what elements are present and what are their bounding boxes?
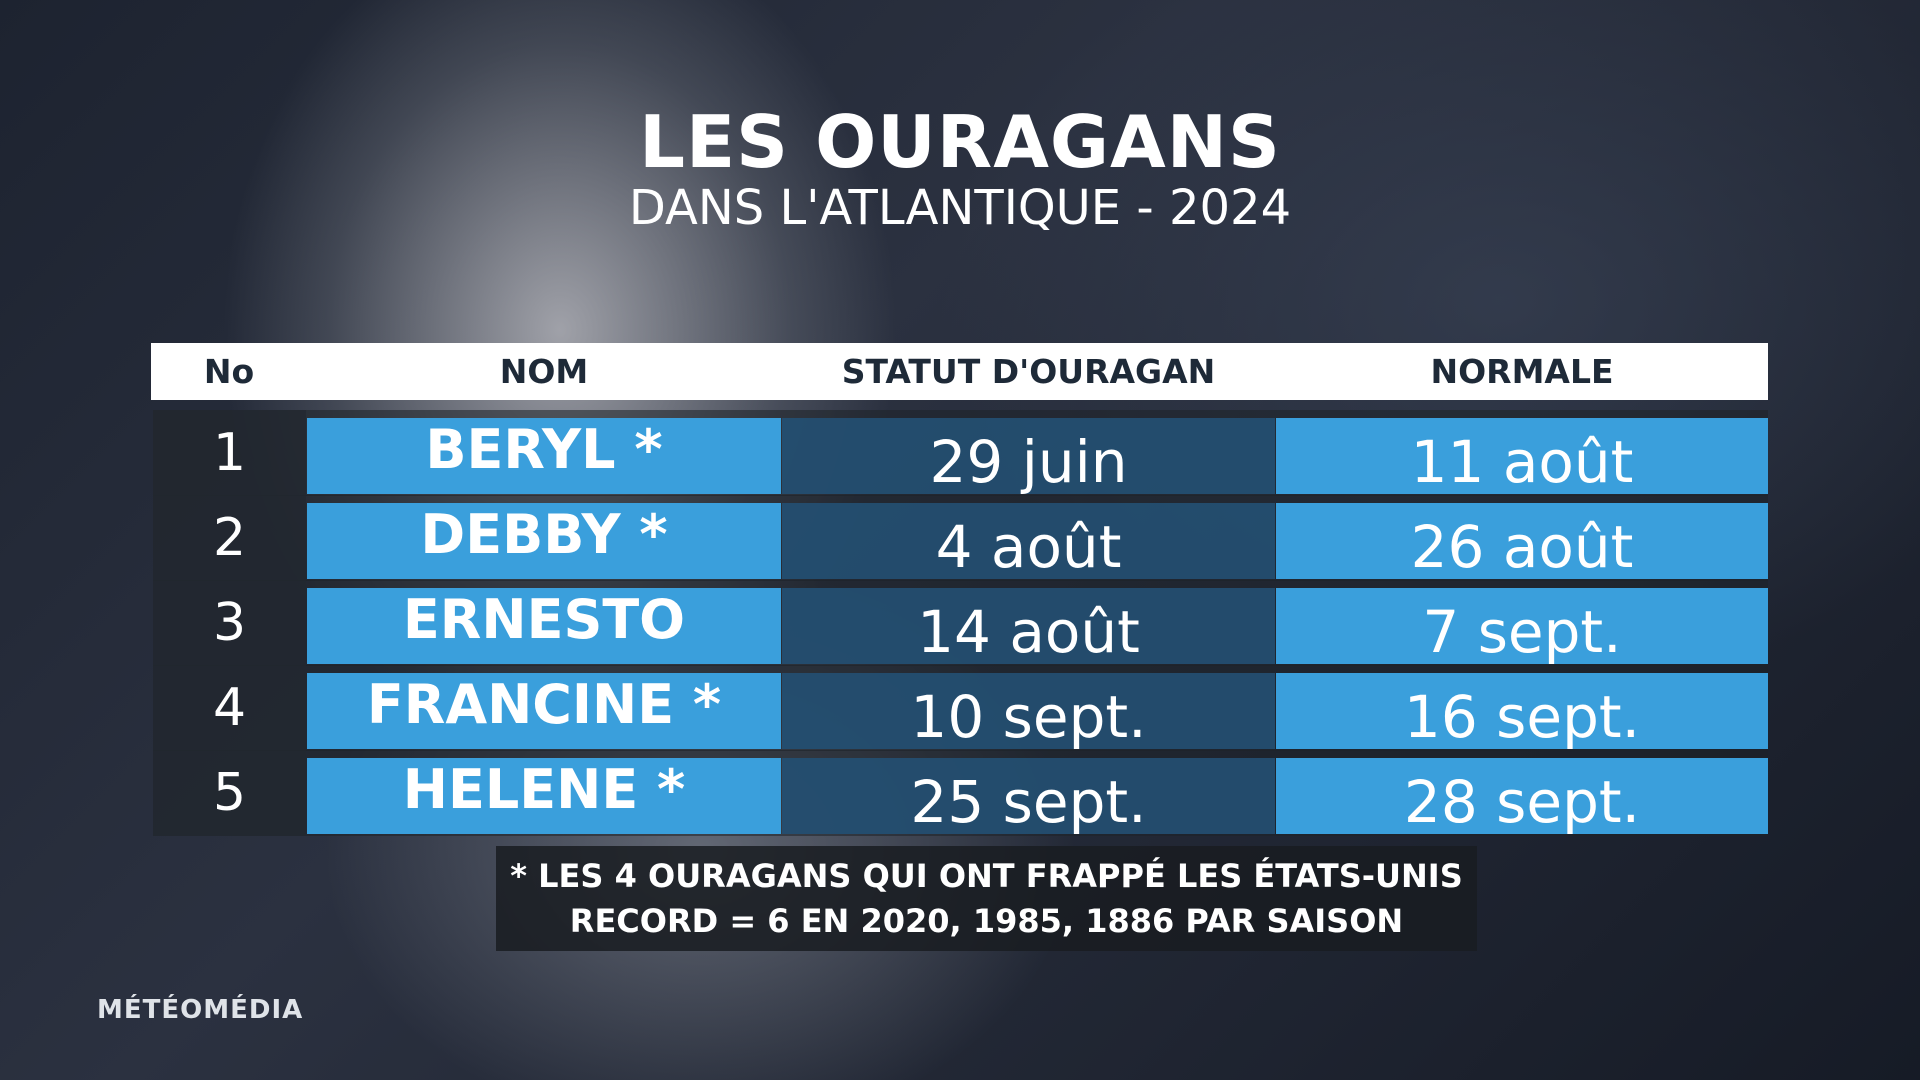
table-cell: FRANCINE *: [307, 673, 781, 749]
row-number: 5: [153, 750, 306, 836]
column-header: STATUT D'OURAGAN: [841, 352, 1216, 391]
footnote-line: * LES 4 OURAGANS QUI ONT FRAPPÉ LES ÉTAT…: [510, 857, 1463, 895]
header-bar: [151, 343, 1768, 400]
table-cell: 25 sept.: [782, 758, 1275, 836]
column-header: NORMALE: [1430, 352, 1614, 391]
table-cell: BERYL *: [307, 418, 781, 494]
row-number: 3: [153, 580, 306, 666]
column-header: NOM: [499, 352, 589, 391]
table-cell: 26 août: [1276, 503, 1768, 581]
table-cell: DEBBY *: [307, 503, 781, 579]
column-header: No: [203, 352, 255, 391]
brand: MÉTÉOMÉDIA: [97, 995, 304, 1025]
table-cell: 14 août: [782, 588, 1275, 666]
table-cell: 10 sept.: [782, 673, 1275, 751]
row-number: 2: [153, 495, 306, 581]
table-cell: 29 juin: [782, 418, 1275, 496]
title: LES OURAGANS: [639, 100, 1281, 184]
subtitle: DANS L'ATLANTIQUE - 2024: [628, 180, 1292, 236]
table-cell: 4 août: [782, 503, 1275, 581]
row-number: 1: [153, 410, 306, 496]
footnote-box: * LES 4 OURAGANS QUI ONT FRAPPÉ LES ÉTAT…: [496, 846, 1477, 951]
footnote-line: RECORD = 6 EN 2020, 1985, 1886 PAR SAISO…: [569, 902, 1404, 940]
row-number: 4: [153, 665, 306, 751]
table-cell: 7 sept.: [1276, 588, 1768, 666]
table-cell: 28 sept.: [1276, 758, 1768, 836]
table-cell: 16 sept.: [1276, 673, 1768, 751]
table-cell: HELENE *: [307, 758, 781, 834]
table-cell: 11 août: [1276, 418, 1768, 496]
table-cell: ERNESTO: [307, 588, 781, 664]
